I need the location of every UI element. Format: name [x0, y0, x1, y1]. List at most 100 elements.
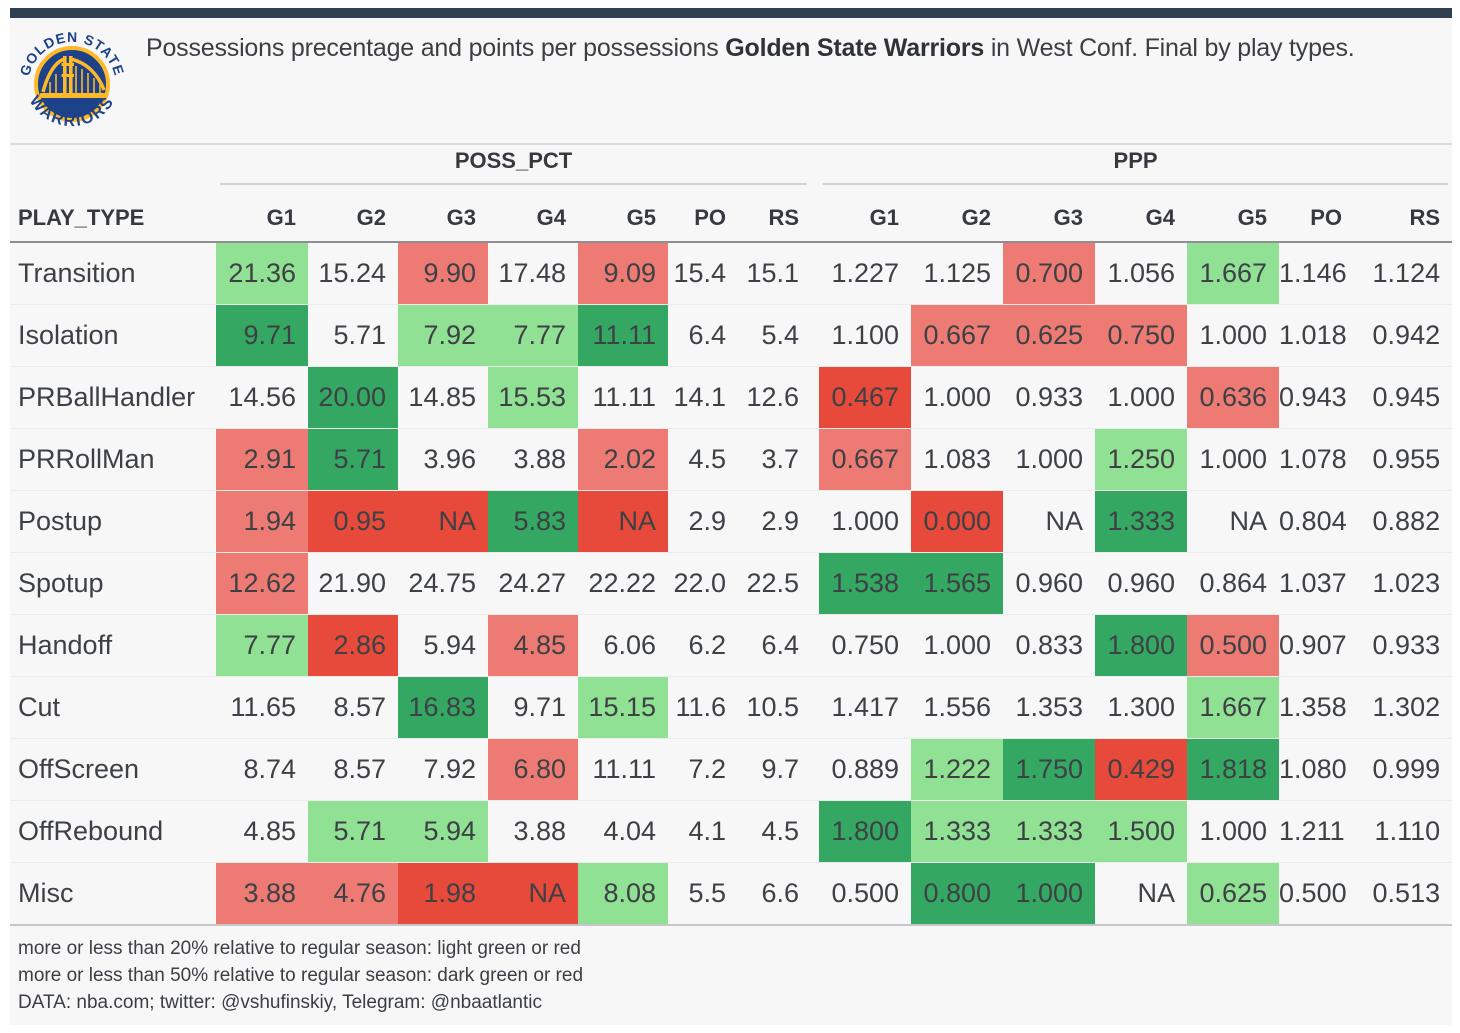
- group-gap: [811, 552, 820, 615]
- poss-pct-g1-cell: 14.56: [216, 366, 308, 429]
- ppp-g3-cell: 1.353: [1003, 676, 1096, 739]
- poss-pct-rs-cell: 22.5: [738, 552, 812, 615]
- ppp-rs-cell: 1.023: [1354, 552, 1452, 615]
- ppp-g5-cell: 0.625: [1187, 862, 1280, 924]
- ppp-g3-cell: NA: [1003, 490, 1096, 553]
- poss-pct-rs-cell: 5.4: [738, 304, 812, 367]
- ppp-g2-cell: 0.800: [911, 862, 1004, 924]
- warriors-logo: GOLDEN STATE WARRIORS: [16, 22, 128, 142]
- poss-pct-g5-cell: 8.08: [578, 862, 668, 924]
- poss-pct-g5-cell: 11.11: [578, 366, 668, 429]
- credits-note: DATA: nba.com; twitter: @vshufinskiy, Te…: [18, 992, 542, 1013]
- poss-pct-po-cell: 6.4: [668, 304, 738, 367]
- legend-note-20pct: more or less than 20% relative to regula…: [18, 938, 581, 959]
- poss-pct-g5-cell: 9.09: [578, 242, 668, 305]
- ppp-g5-cell: 0.636: [1187, 366, 1280, 429]
- poss-pct-rs-cell: 2.9: [738, 490, 812, 553]
- poss-pct-g3-cell: 3.96: [398, 428, 488, 491]
- group-header-spacer: [10, 145, 216, 185]
- ppp-g2-cell: 0.667: [911, 304, 1004, 367]
- group-gap: [811, 185, 820, 243]
- poss-pct-g1-cell: 2.91: [216, 428, 308, 491]
- group-gap: [811, 800, 820, 863]
- title-suffix: in West Conf. Final by play types.: [984, 34, 1355, 62]
- play-type-label: Isolation: [10, 304, 216, 367]
- ppp-g4-cell: 1.000: [1095, 366, 1188, 429]
- ppp-rs-cell: 0.999: [1354, 738, 1452, 801]
- ppp-g2-cell: 1.222: [911, 738, 1004, 801]
- column-header-play-type: PLAY_TYPE: [10, 185, 216, 243]
- column-header-ppp-po: PO: [1279, 185, 1355, 243]
- poss-pct-g5-cell: 22.22: [578, 552, 668, 615]
- header-block: GOLDEN STATE WARRIORS Possessions precen…: [10, 18, 1452, 145]
- poss-pct-g5-cell: 4.04: [578, 800, 668, 863]
- ppp-g5-cell: 1.000: [1187, 800, 1280, 863]
- table-row: Handoff 7.77 2.86 5.94 4.85 6.06 6.2 6.4 0.750 1.…: [10, 614, 1452, 677]
- column-header-poss-g1: G1: [216, 185, 308, 243]
- ppp-g1-cell: 1.000: [819, 490, 912, 553]
- ppp-g1-cell: 1.538: [819, 552, 912, 615]
- title-team-name: Golden State Warriors: [725, 34, 985, 62]
- ppp-g4-cell: 0.429: [1095, 738, 1188, 801]
- ppp-g1-cell: 1.227: [831, 258, 900, 288]
- ppp-g4-cell: 1.500: [1095, 800, 1188, 863]
- column-header-ppp-g3: G3: [1003, 185, 1096, 243]
- ppp-rs-cell: 1.302: [1354, 676, 1452, 739]
- poss-pct-g3-cell: 7.92: [398, 304, 488, 367]
- group-gap: [811, 738, 820, 801]
- group-label-poss-pct: POSS_PCT: [220, 148, 808, 185]
- ppp-po-cell: 0.804: [1279, 490, 1355, 553]
- ppp-g2-cell: 0.000: [911, 490, 1004, 553]
- ppp-rs-cell: 0.955: [1354, 428, 1452, 491]
- poss-pct-rs-cell: 4.5: [738, 800, 812, 863]
- group-gap: [811, 614, 820, 677]
- ppp-g3-cell: 0.700: [1003, 242, 1096, 305]
- ppp-g2-cell: 1.000: [911, 614, 1004, 677]
- poss-pct-g1-cell: 3.88: [216, 862, 308, 924]
- poss-pct-g1-cell: 8.74: [216, 738, 308, 801]
- poss-pct-g2-cell: 5.71: [308, 304, 398, 367]
- poss-pct-rs-cell: 10.5: [738, 676, 812, 739]
- group-gap: [811, 366, 820, 429]
- poss-pct-g1-cell: 9.71: [216, 304, 308, 367]
- ppp-g3-cell: 1.000: [1003, 862, 1096, 924]
- poss-pct-g2-cell: 0.95: [308, 490, 398, 553]
- ppp-g5-cell: 1.667: [1187, 242, 1280, 305]
- table-row: OffRebound 4.85 5.71 5.94 3.88 4.04 4.1 4.5 1.80…: [10, 800, 1452, 863]
- poss-pct-po-cell: 5.5: [668, 862, 738, 924]
- ppp-g3-cell: 1.000: [1003, 428, 1096, 491]
- poss-pct-rs-cell: 15.1: [746, 258, 800, 288]
- ppp-rs-cell: 1.110: [1354, 800, 1452, 863]
- poss-pct-g1-cell: 7.77: [216, 614, 308, 677]
- infographic: GOLDEN STATE WARRIORS Possessions precen…: [10, 8, 1452, 1025]
- page-title: Possessions precentage and points per po…: [146, 34, 1355, 63]
- ppp-g4-cell: 1.800: [1095, 614, 1188, 677]
- poss-pct-g3-cell: 5.94: [398, 614, 488, 677]
- column-header-poss-g5: G5: [578, 185, 668, 243]
- group-gap: [811, 304, 820, 367]
- group-gap: [811, 490, 820, 553]
- poss-pct-po-cell: 4.5: [668, 428, 738, 491]
- column-header-ppp-g4: G4: [1095, 185, 1188, 243]
- poss-pct-g2-cell: 5.71: [308, 800, 398, 863]
- ppp-rs-cell: 0.945: [1354, 366, 1452, 429]
- ppp-rs-cell: 1.124: [1372, 258, 1441, 288]
- poss-pct-g2-cell: 5.71: [308, 428, 398, 491]
- legend-note-50pct: more or less than 50% relative to regula…: [18, 965, 584, 986]
- poss-pct-g3-cell: 1.98: [398, 862, 488, 924]
- ppp-g2-cell: 1.556: [911, 676, 1004, 739]
- ppp-g3-cell: 0.833: [1003, 614, 1096, 677]
- ppp-g4-cell: 0.960: [1095, 552, 1188, 615]
- ppp-rs-cell: 0.933: [1354, 614, 1452, 677]
- poss-pct-g1-cell: 21.36: [216, 242, 308, 305]
- ppp-po-cell: 1.358: [1279, 676, 1355, 739]
- ppp-po-cell: 0.907: [1279, 614, 1355, 677]
- ppp-g1-cell: 0.750: [819, 614, 912, 677]
- ppp-rs-cell: 0.942: [1354, 304, 1452, 367]
- column-header-ppp-g5: G5: [1187, 185, 1280, 243]
- poss-pct-g1-cell: 12.62: [216, 552, 308, 615]
- poss-pct-g3-cell: NA: [398, 490, 488, 553]
- poss-pct-po-cell: 14.1: [668, 366, 738, 429]
- poss-pct-g4-cell: 17.48: [498, 258, 566, 288]
- poss-pct-g2-cell: 4.76: [308, 862, 398, 924]
